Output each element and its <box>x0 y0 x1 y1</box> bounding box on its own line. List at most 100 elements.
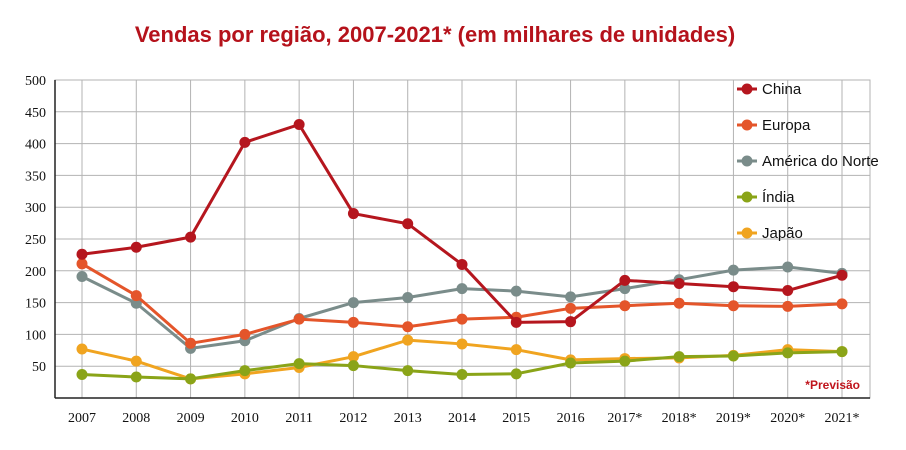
x-tick-label: 2014 <box>448 411 476 426</box>
y-tick-label: 250 <box>25 233 46 248</box>
legend-item: China <box>737 81 802 98</box>
data-point <box>727 264 739 276</box>
data-point <box>402 321 414 333</box>
series-China <box>76 119 848 328</box>
x-tick-label: 2020* <box>770 411 805 426</box>
data-point <box>782 285 794 297</box>
data-point <box>619 274 631 286</box>
grid <box>54 79 871 399</box>
data-point <box>130 290 142 302</box>
data-point <box>76 343 88 355</box>
x-tick-label: 2013 <box>394 411 422 426</box>
data-point <box>76 258 88 270</box>
data-point <box>239 136 251 148</box>
data-point <box>347 360 359 372</box>
data-point <box>836 346 848 358</box>
y-tick-label: 300 <box>25 201 46 216</box>
data-point <box>836 298 848 310</box>
data-point <box>619 300 631 312</box>
data-point <box>239 328 251 340</box>
data-point <box>347 351 359 363</box>
x-tick-label: 2021* <box>825 411 860 426</box>
data-point <box>510 368 522 380</box>
data-point <box>510 316 522 328</box>
data-point <box>673 351 685 363</box>
data-point <box>565 291 577 303</box>
legend-swatch-marker <box>741 155 753 167</box>
series-lines <box>76 119 848 385</box>
x-tick-label: 2018* <box>662 411 697 426</box>
data-point <box>130 297 142 309</box>
x-tick-label: 2015 <box>502 411 530 426</box>
data-point <box>402 334 414 346</box>
x-tick-label: 2011 <box>285 411 312 426</box>
y-tick-label: 150 <box>25 297 46 312</box>
data-point <box>510 285 522 297</box>
x-tick-label: 2008 <box>122 411 150 426</box>
data-point <box>727 350 739 362</box>
data-point <box>456 283 468 295</box>
data-point <box>347 297 359 309</box>
series-América do Norte <box>76 261 848 354</box>
data-point <box>76 248 88 260</box>
legend-label: Índia <box>762 189 795 206</box>
data-point <box>510 344 522 356</box>
data-point <box>619 355 631 367</box>
y-tick-label: 500 <box>25 74 46 89</box>
legend-swatch-marker <box>741 191 753 203</box>
legend-label: Japão <box>762 225 803 242</box>
x-tick-label: 2007 <box>68 411 96 426</box>
x-tick-label: 2019* <box>716 411 751 426</box>
legend-swatch-marker <box>741 119 753 131</box>
data-point <box>130 355 142 367</box>
legend-item: Japão <box>737 225 803 242</box>
y-tick-label: 400 <box>25 138 46 153</box>
data-point <box>456 368 468 380</box>
chart-title: Vendas por região, 2007-2021* (em milhar… <box>134 22 736 47</box>
x-tick-label: 2016 <box>557 411 585 426</box>
data-point <box>130 241 142 253</box>
x-tick-label: 2012 <box>339 411 367 426</box>
data-point <box>673 297 685 309</box>
x-tick-label: 2010 <box>231 411 259 426</box>
legend-item: Índia <box>737 189 795 206</box>
legend-label: China <box>762 81 802 98</box>
data-point <box>402 292 414 304</box>
legend-item: Europa <box>737 117 811 134</box>
data-point <box>185 337 197 349</box>
data-point <box>76 271 88 283</box>
data-point <box>185 373 197 385</box>
axes: 50 100 150 200 250 300 350 400 450 500 2007 2008 200… <box>25 74 870 426</box>
forecast-note: *Previsão <box>805 378 860 392</box>
data-point <box>565 357 577 369</box>
y-tick-label: 100 <box>25 328 46 343</box>
data-point <box>673 278 685 290</box>
legend-item: América do Norte <box>737 153 879 170</box>
data-point <box>185 231 197 243</box>
data-point <box>76 368 88 380</box>
data-point <box>782 261 794 273</box>
data-point <box>130 371 142 383</box>
x-tick-label: 2009 <box>177 411 205 426</box>
data-point <box>293 358 305 370</box>
legend-label: América do Norte <box>762 153 879 170</box>
y-tick-label: 450 <box>25 106 46 121</box>
data-point <box>565 316 577 328</box>
x-tick-label: 2017* <box>607 411 642 426</box>
data-point <box>619 283 631 295</box>
data-point <box>293 313 305 325</box>
data-point <box>456 313 468 325</box>
data-point <box>782 347 794 359</box>
data-point <box>347 208 359 220</box>
legend-swatch-marker <box>741 83 753 95</box>
legend-label: Europa <box>762 117 811 134</box>
data-point <box>727 281 739 293</box>
data-point <box>456 338 468 350</box>
y-tick-label: 200 <box>25 265 46 280</box>
y-tick-label: 350 <box>25 169 46 184</box>
data-point <box>293 119 305 131</box>
data-point <box>402 365 414 377</box>
series-Índia <box>76 346 848 385</box>
data-point <box>727 300 739 312</box>
